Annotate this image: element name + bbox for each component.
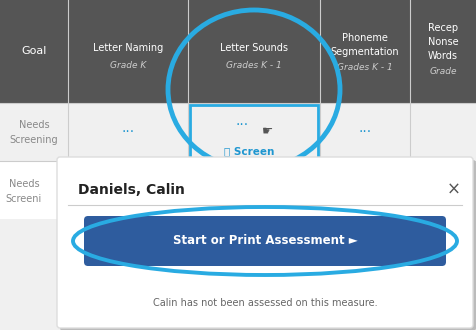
FancyBboxPatch shape — [60, 160, 476, 330]
Bar — [190, 105, 318, 159]
Text: Start or Print Assessment ►: Start or Print Assessment ► — [173, 235, 357, 248]
Text: Segmentation: Segmentation — [331, 47, 399, 57]
Text: Grades K - 1: Grades K - 1 — [337, 62, 393, 72]
Text: ×: × — [447, 181, 461, 199]
Text: Calin has not been assessed on this measure.: Calin has not been assessed on this meas… — [153, 298, 377, 308]
Text: Daniels, Calin: Daniels, Calin — [78, 183, 185, 197]
Text: ···: ··· — [236, 118, 248, 132]
Text: Needs: Needs — [9, 179, 40, 189]
Text: ···: ··· — [358, 125, 372, 139]
Text: Letter Sounds: Letter Sounds — [220, 43, 288, 53]
Bar — [0, 161, 476, 219]
Text: Letter Naming: Letter Naming — [93, 43, 163, 53]
Text: Screening: Screening — [10, 135, 59, 145]
Text: Needs: Needs — [19, 120, 50, 130]
Text: Recep: Recep — [428, 23, 458, 33]
Text: Grade K: Grade K — [110, 60, 146, 70]
Text: Grade: Grade — [429, 67, 457, 76]
Bar — [0, 103, 476, 161]
FancyBboxPatch shape — [57, 157, 473, 328]
Text: Grades K - 1: Grades K - 1 — [226, 60, 282, 70]
Bar — [0, 0, 476, 103]
Text: Nonse: Nonse — [428, 37, 458, 47]
Text: ⓢ Screen: ⓢ Screen — [224, 146, 274, 156]
Text: Screeni: Screeni — [6, 194, 42, 204]
Text: Goal: Goal — [21, 47, 47, 56]
FancyBboxPatch shape — [84, 216, 446, 266]
Text: ☛: ☛ — [262, 124, 274, 138]
Text: Phoneme: Phoneme — [342, 33, 388, 43]
Text: ···: ··· — [121, 125, 135, 139]
Text: Words: Words — [428, 51, 458, 61]
